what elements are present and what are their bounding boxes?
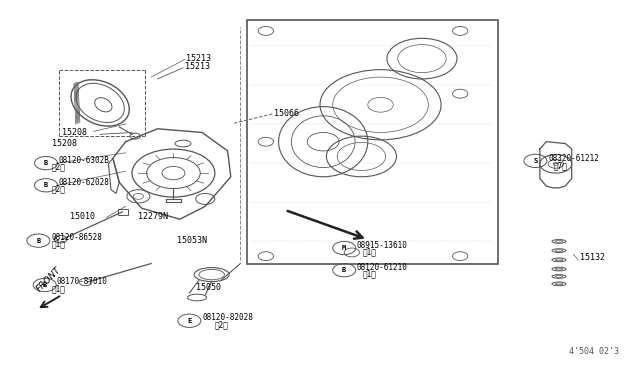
Text: 15213: 15213 bbox=[185, 61, 210, 71]
Text: 15132: 15132 bbox=[580, 253, 605, 263]
Text: 15208: 15208 bbox=[52, 139, 77, 148]
Text: 15213: 15213 bbox=[186, 54, 211, 63]
Text: 08120-6302B: 08120-6302B bbox=[59, 155, 109, 165]
Text: （1）: （1） bbox=[52, 284, 66, 293]
Text: 08120-62028: 08120-62028 bbox=[59, 178, 109, 187]
Text: 4'504 02'3: 4'504 02'3 bbox=[570, 347, 620, 356]
Text: （2）: （2） bbox=[214, 320, 228, 329]
Text: B: B bbox=[44, 160, 48, 166]
Text: 08170-87010: 08170-87010 bbox=[56, 278, 107, 286]
Text: 12279N: 12279N bbox=[138, 212, 168, 221]
Text: S: S bbox=[533, 158, 538, 164]
Text: （1）: （1） bbox=[363, 269, 377, 278]
Text: B: B bbox=[36, 238, 40, 244]
Text: 15050: 15050 bbox=[196, 283, 221, 292]
Text: （2）: （2） bbox=[52, 185, 66, 193]
Text: 08915-13610: 08915-13610 bbox=[357, 241, 408, 250]
Text: （2）: （2） bbox=[52, 162, 66, 171]
Text: 15208: 15208 bbox=[62, 128, 87, 137]
Text: （7）: （7） bbox=[554, 161, 568, 170]
Text: B: B bbox=[43, 282, 47, 288]
Text: B: B bbox=[342, 267, 346, 273]
Text: 15010: 15010 bbox=[70, 212, 95, 221]
Text: 08120-61210: 08120-61210 bbox=[357, 263, 408, 272]
Text: 08120-86528: 08120-86528 bbox=[51, 233, 102, 242]
Text: 15066: 15066 bbox=[274, 109, 299, 118]
Text: FRONT: FRONT bbox=[35, 265, 63, 293]
Text: 08120-82028: 08120-82028 bbox=[202, 313, 253, 322]
Text: M: M bbox=[342, 245, 346, 251]
Text: 15053N: 15053N bbox=[177, 236, 207, 245]
Bar bbox=[246, 20, 499, 263]
Text: （1）: （1） bbox=[52, 240, 66, 249]
Text: 08320-61212: 08320-61212 bbox=[548, 154, 599, 163]
Text: E: E bbox=[188, 318, 191, 324]
Text: B: B bbox=[44, 182, 48, 188]
Text: （1）: （1） bbox=[363, 247, 377, 256]
Bar bbox=[118, 209, 127, 215]
